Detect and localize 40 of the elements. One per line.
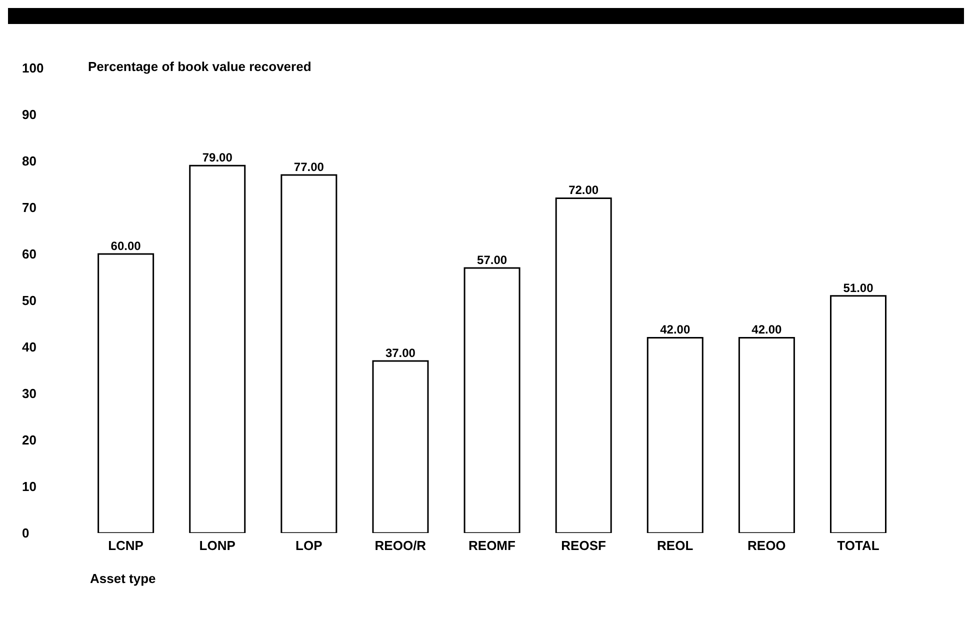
x-tick-label: REOO [748, 538, 786, 554]
data-label: 42.00 [752, 322, 782, 337]
data-label: 77.00 [294, 160, 324, 174]
data-label: 42.00 [660, 322, 690, 337]
y-tick-label: 90 [22, 107, 36, 122]
bar [464, 267, 520, 533]
data-label: 60.00 [110, 239, 142, 253]
data-label: 37.00 [385, 346, 416, 360]
x-tick-label: TOTAL [837, 538, 880, 554]
y-tick-label: 50 [22, 293, 36, 308]
data-label: 51.00 [843, 280, 874, 295]
x-tick-label: REOSF [561, 538, 606, 554]
x-tick-label: REOL [657, 538, 694, 554]
y-tick-label: 10 [22, 479, 36, 494]
x-tick-label: REOO/R [374, 538, 427, 554]
y-tick-label: 80 [22, 154, 36, 169]
bar [555, 197, 612, 533]
bar [830, 295, 887, 533]
x-tick-label: REOMF [468, 538, 516, 554]
bar [280, 174, 338, 533]
x-axis-title: Asset type [90, 571, 156, 586]
bar [98, 253, 154, 533]
bar [738, 336, 795, 533]
y-axis-title: Percentage of book value recovered [88, 59, 312, 74]
bar [646, 336, 704, 533]
data-label: 79.00 [202, 150, 233, 165]
data-label: 57.00 [477, 252, 508, 267]
data-label: 72.00 [568, 183, 599, 198]
x-tick-label: LCNP [108, 538, 144, 554]
y-tick-label: 0 [22, 526, 30, 541]
x-tick-label: LONP [199, 538, 236, 554]
bar [189, 164, 246, 533]
x-tick-label: LOP [296, 538, 323, 554]
bar [372, 360, 429, 533]
y-tick-label: 30 [22, 386, 36, 402]
y-tick-label: 70 [22, 200, 36, 216]
y-tick-label: 60 [22, 246, 36, 262]
y-tick-label: 40 [22, 340, 36, 355]
y-tick-label: 20 [22, 432, 36, 448]
y-tick-label: 100 [22, 60, 44, 76]
